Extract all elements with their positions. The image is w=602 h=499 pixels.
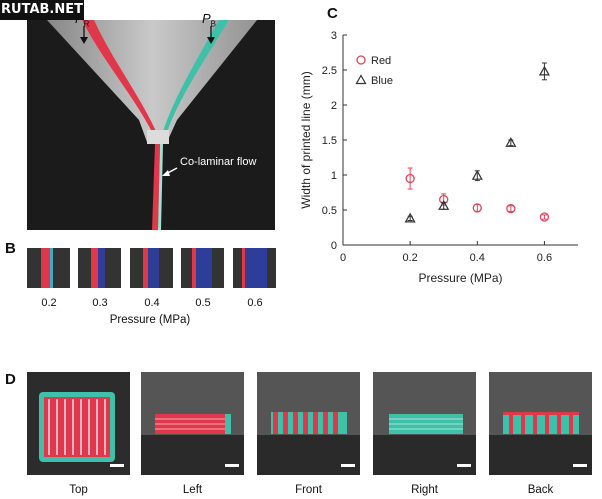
filament-swatch-1 [27, 248, 70, 288]
data-point-red [506, 203, 516, 214]
panel-c-label: C [327, 5, 338, 22]
view-caption-back: Back [527, 484, 554, 496]
filament-swatch-3 [130, 248, 173, 288]
data-point-blue [538, 65, 550, 76]
swatch-pressure-1: 0.2 [41, 297, 57, 309]
x-axis-label: Pressure (MPa) [418, 271, 502, 285]
print-view-back [489, 372, 592, 475]
x-tick-label: 0.6 [537, 252, 552, 264]
data-point-red [539, 212, 550, 222]
view-caption-right: Right [411, 484, 438, 496]
data-point-red [472, 203, 482, 213]
y-tick-label: 1 [331, 170, 337, 182]
filament-swatch-5 [233, 248, 276, 288]
data-point-blue [438, 200, 450, 210]
view-caption-left: Left [182, 484, 203, 496]
legend-marker-red [356, 55, 366, 65]
width-chart: 0 0.5 1 1.5 2 2.5 3 0 0.2 0.4 0.6 Pressure (MPa) Wid… [299, 30, 578, 285]
filament-swatch-2 [78, 248, 121, 288]
data-point-blue [471, 169, 483, 180]
y-tick-label: 0.5 [322, 205, 337, 217]
y-axis-label: Width of printed line (mm) [299, 71, 313, 208]
arrow-down-blue-icon [207, 26, 215, 44]
view-caption-front: Front [295, 484, 322, 496]
x-tick-label: 0.2 [402, 252, 417, 264]
print-view-left [141, 372, 244, 475]
panel-d-label: D [5, 371, 16, 388]
print-view-top [27, 372, 130, 475]
colaminar-flow-label: Co-laminar flow [180, 156, 257, 168]
data-point-red [405, 173, 415, 184]
watermark: RUTAB.NET [0, 0, 84, 20]
print-view-right [373, 372, 476, 475]
data-point-blue [505, 137, 517, 147]
arrow-down-red-icon [80, 26, 88, 44]
pressure-red-label: PR [75, 11, 90, 29]
view-caption-top: Top [69, 484, 88, 496]
x-tick-label: 0 [340, 252, 346, 264]
swatch-pressure-2: 0.3 [92, 297, 108, 309]
swatch-pressure-4: 0.5 [195, 297, 211, 309]
y-tick-label: 0 [331, 240, 337, 252]
legend-marker-blue [355, 74, 367, 85]
y-tick-label: 1.5 [322, 135, 337, 147]
panel-b-axis-label: Pressure (MPa) [109, 314, 191, 326]
legend-label: Blue [371, 75, 393, 87]
panel-b-label: B [5, 240, 16, 257]
y-tick-label: 2.5 [322, 65, 337, 77]
print-view-front [257, 372, 360, 475]
filament-swatch-4 [181, 248, 224, 288]
data-point-blue [404, 212, 416, 223]
swatch-pressure-3: 0.4 [144, 297, 160, 309]
swatch-pressure-5: 0.6 [247, 297, 263, 309]
x-tick-label: 0.4 [470, 252, 485, 264]
pressure-blue-label: PB [202, 11, 217, 29]
nozzle-illustration [27, 20, 275, 230]
nozzle-photo [27, 20, 275, 230]
y-tick-label: 2 [331, 100, 337, 112]
y-tick-label: 3 [331, 30, 337, 42]
legend-label: Red [371, 55, 391, 67]
